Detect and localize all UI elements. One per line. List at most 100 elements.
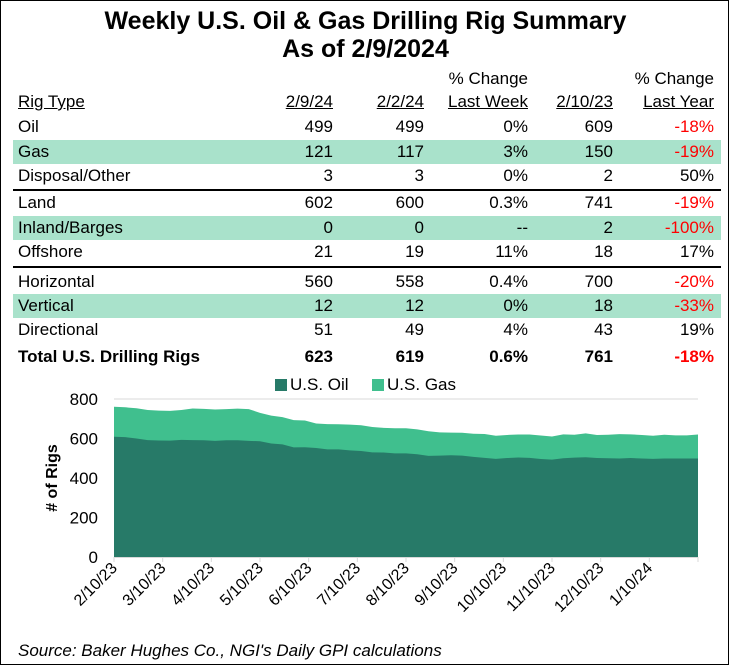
table-row-cell-0: Vertical — [18, 296, 74, 315]
table-row-cell-2: 3 — [414, 166, 424, 185]
table-row-cell-4: 761 — [584, 347, 613, 366]
table-row-cell-3: 0.3% — [489, 193, 528, 212]
legend-label-gas: U.S. Gas — [387, 375, 456, 394]
header-row-cell-1: 2/9/24 — [285, 92, 333, 111]
table-row-cell-2: 558 — [395, 272, 424, 291]
table-row: Total U.S. Drilling Rigs 623 619 0.6% 761 -18… — [13, 345, 721, 369]
table-row-cell-5: 19% — [679, 320, 714, 339]
table-row-cell-1: 499 — [304, 117, 333, 136]
x-tick-label: 5/10/23 — [217, 560, 267, 610]
table-row-cell-0: Gas — [18, 142, 50, 161]
header-top-row: % Change % Change — [13, 67, 721, 91]
table-row-cell-4: 18 — [594, 242, 613, 261]
x-tick-label: 12/10/23 — [551, 560, 607, 616]
table-row-cell-3: 0% — [503, 296, 528, 315]
table-row-cell-5: -19% — [674, 142, 714, 161]
table-row: Land 602 600 0.3% 741 -19% — [13, 191, 721, 215]
table-row-cell-2: 117 — [396, 142, 424, 161]
table-row-cell-0: Total U.S. Drilling Rigs — [18, 347, 200, 366]
table-row-cell-0: Oil — [18, 117, 39, 136]
table-row-cell-2: 12 — [405, 296, 424, 315]
table-row-cell-5: -18% — [674, 347, 714, 366]
table-row-cell-4: 609 — [584, 117, 613, 136]
table-row-cell-3: 4% — [503, 320, 528, 339]
chart-legend: U.S. Oil U.S. Gas — [1, 375, 728, 395]
table-row-cell-1: 21 — [314, 242, 333, 261]
table-row-cell-3: 0% — [503, 117, 528, 136]
table-row: Offshore 21 19 11% 18 17% — [13, 240, 721, 264]
table-row-cell-0: Inland/Barges — [18, 218, 123, 237]
y-axis-label: # of Rigs — [44, 444, 61, 512]
table-row-cell-4: 2 — [603, 166, 613, 185]
table-row: Disposal/Other 3 3 0% 2 50% — [13, 164, 721, 188]
table-row-cell-1: 121 — [304, 142, 333, 161]
y-tick-label: 0 — [89, 548, 98, 567]
x-tick-label: 7/10/23 — [314, 560, 364, 610]
table-row-cell-5: -18% — [674, 117, 714, 136]
section-divider — [13, 189, 721, 191]
header-row-cell-5: Last Year — [643, 92, 714, 111]
table-row-cell-3: 3% — [503, 142, 528, 161]
x-tick-label: 2/10/23 — [71, 560, 121, 610]
table-row-cell-4: 2 — [603, 218, 613, 237]
y-tick-label: 800 — [70, 390, 98, 409]
table-row-cell-0: Land — [18, 193, 56, 212]
table-row-cell-1: 560 — [304, 272, 333, 291]
table-row: Directional 51 49 4% 43 19% — [13, 318, 721, 342]
y-tick-label: 200 — [70, 509, 98, 528]
table-row-cell-4: 43 — [594, 320, 613, 339]
title-line-1: Weekly U.S. Oil & Gas Drilling Rig Summa… — [104, 7, 627, 35]
legend-swatch-gas — [372, 379, 385, 391]
table-row-cell-5: -20% — [674, 272, 714, 291]
x-tick-label: 10/10/23 — [454, 560, 510, 616]
source-note: Source: Baker Hughes Co., NGI's Daily GP… — [18, 641, 442, 660]
table-row-cell-1: 12 — [314, 296, 333, 315]
table-row-cell-2: 600 — [395, 193, 424, 212]
table-row-cell-3: -- — [516, 218, 528, 237]
legend-label-oil: U.S. Oil — [290, 375, 349, 394]
table-row-cell-1: 0 — [323, 218, 333, 237]
oil-area — [114, 436, 698, 557]
table-row: Horizontal 560 558 0.4% 700 -20% — [13, 270, 721, 294]
x-tick-label: 4/10/23 — [168, 560, 218, 610]
header-row-cell-3: Last Week — [447, 92, 528, 111]
table-row-cell-2: 619 — [395, 347, 424, 366]
table-row-cell-2: 0 — [414, 218, 424, 237]
table-row-cell-5: -33% — [674, 296, 714, 315]
header-row-cell-0: Rig Type — [18, 92, 85, 111]
table-row-cell-0: Offshore — [18, 242, 83, 261]
table-row-cell-0: Disposal/Other — [18, 166, 131, 185]
header-row: Rig Type 2/9/24 2/2/24 Last Week 2/10/23 Last… — [13, 90, 721, 114]
table-row-cell-2: 499 — [395, 117, 424, 136]
table-row-cell-0: Horizontal — [18, 272, 95, 291]
header-top-row-cell-5: % Change — [634, 69, 714, 88]
header-row-cell-2: 2/2/24 — [376, 92, 424, 111]
table-row-cell-5: 50% — [679, 166, 714, 185]
x-tick-label: 11/10/23 — [504, 560, 559, 615]
table-row: Oil 499 499 0% 609 -18% — [13, 115, 721, 139]
table-row-cell-0: Directional — [18, 320, 99, 339]
title-line-2: As of 2/9/2024 — [282, 35, 449, 63]
table-row-cell-4: 700 — [584, 272, 613, 291]
table-row-cell-2: 19 — [405, 242, 424, 261]
rig-area-chart: 0 200 400 600 800 # of Rigs 2/10/233/10/234/10… — [44, 390, 699, 616]
y-tick-label: 400 — [70, 469, 98, 488]
x-tick-label: 3/10/23 — [120, 560, 170, 610]
table-row-cell-3: 0% — [503, 166, 528, 185]
table-row-cell-3: 11% — [495, 242, 528, 261]
x-tick-label: 8/10/23 — [363, 560, 413, 610]
header-row-cell-4: 2/10/23 — [556, 92, 613, 111]
table-row-cell-1: 51 — [314, 320, 333, 339]
table-row-cell-1: 3 — [323, 166, 333, 185]
table-row-cell-3: 0.4% — [489, 272, 528, 291]
y-tick-label: 600 — [70, 430, 98, 449]
header-top-row-cell-3: % Change — [448, 69, 528, 88]
x-tick-label: 9/10/23 — [412, 560, 462, 610]
table-row-cell-5: -19% — [674, 193, 714, 212]
table-row: Gas 121 117 3% 150 -19% — [13, 140, 721, 164]
x-tick-label: 6/10/23 — [266, 560, 316, 610]
table-row-cell-1: 623 — [304, 347, 333, 366]
table-row-cell-1: 602 — [304, 193, 333, 212]
table-row-cell-2: 49 — [405, 320, 424, 339]
